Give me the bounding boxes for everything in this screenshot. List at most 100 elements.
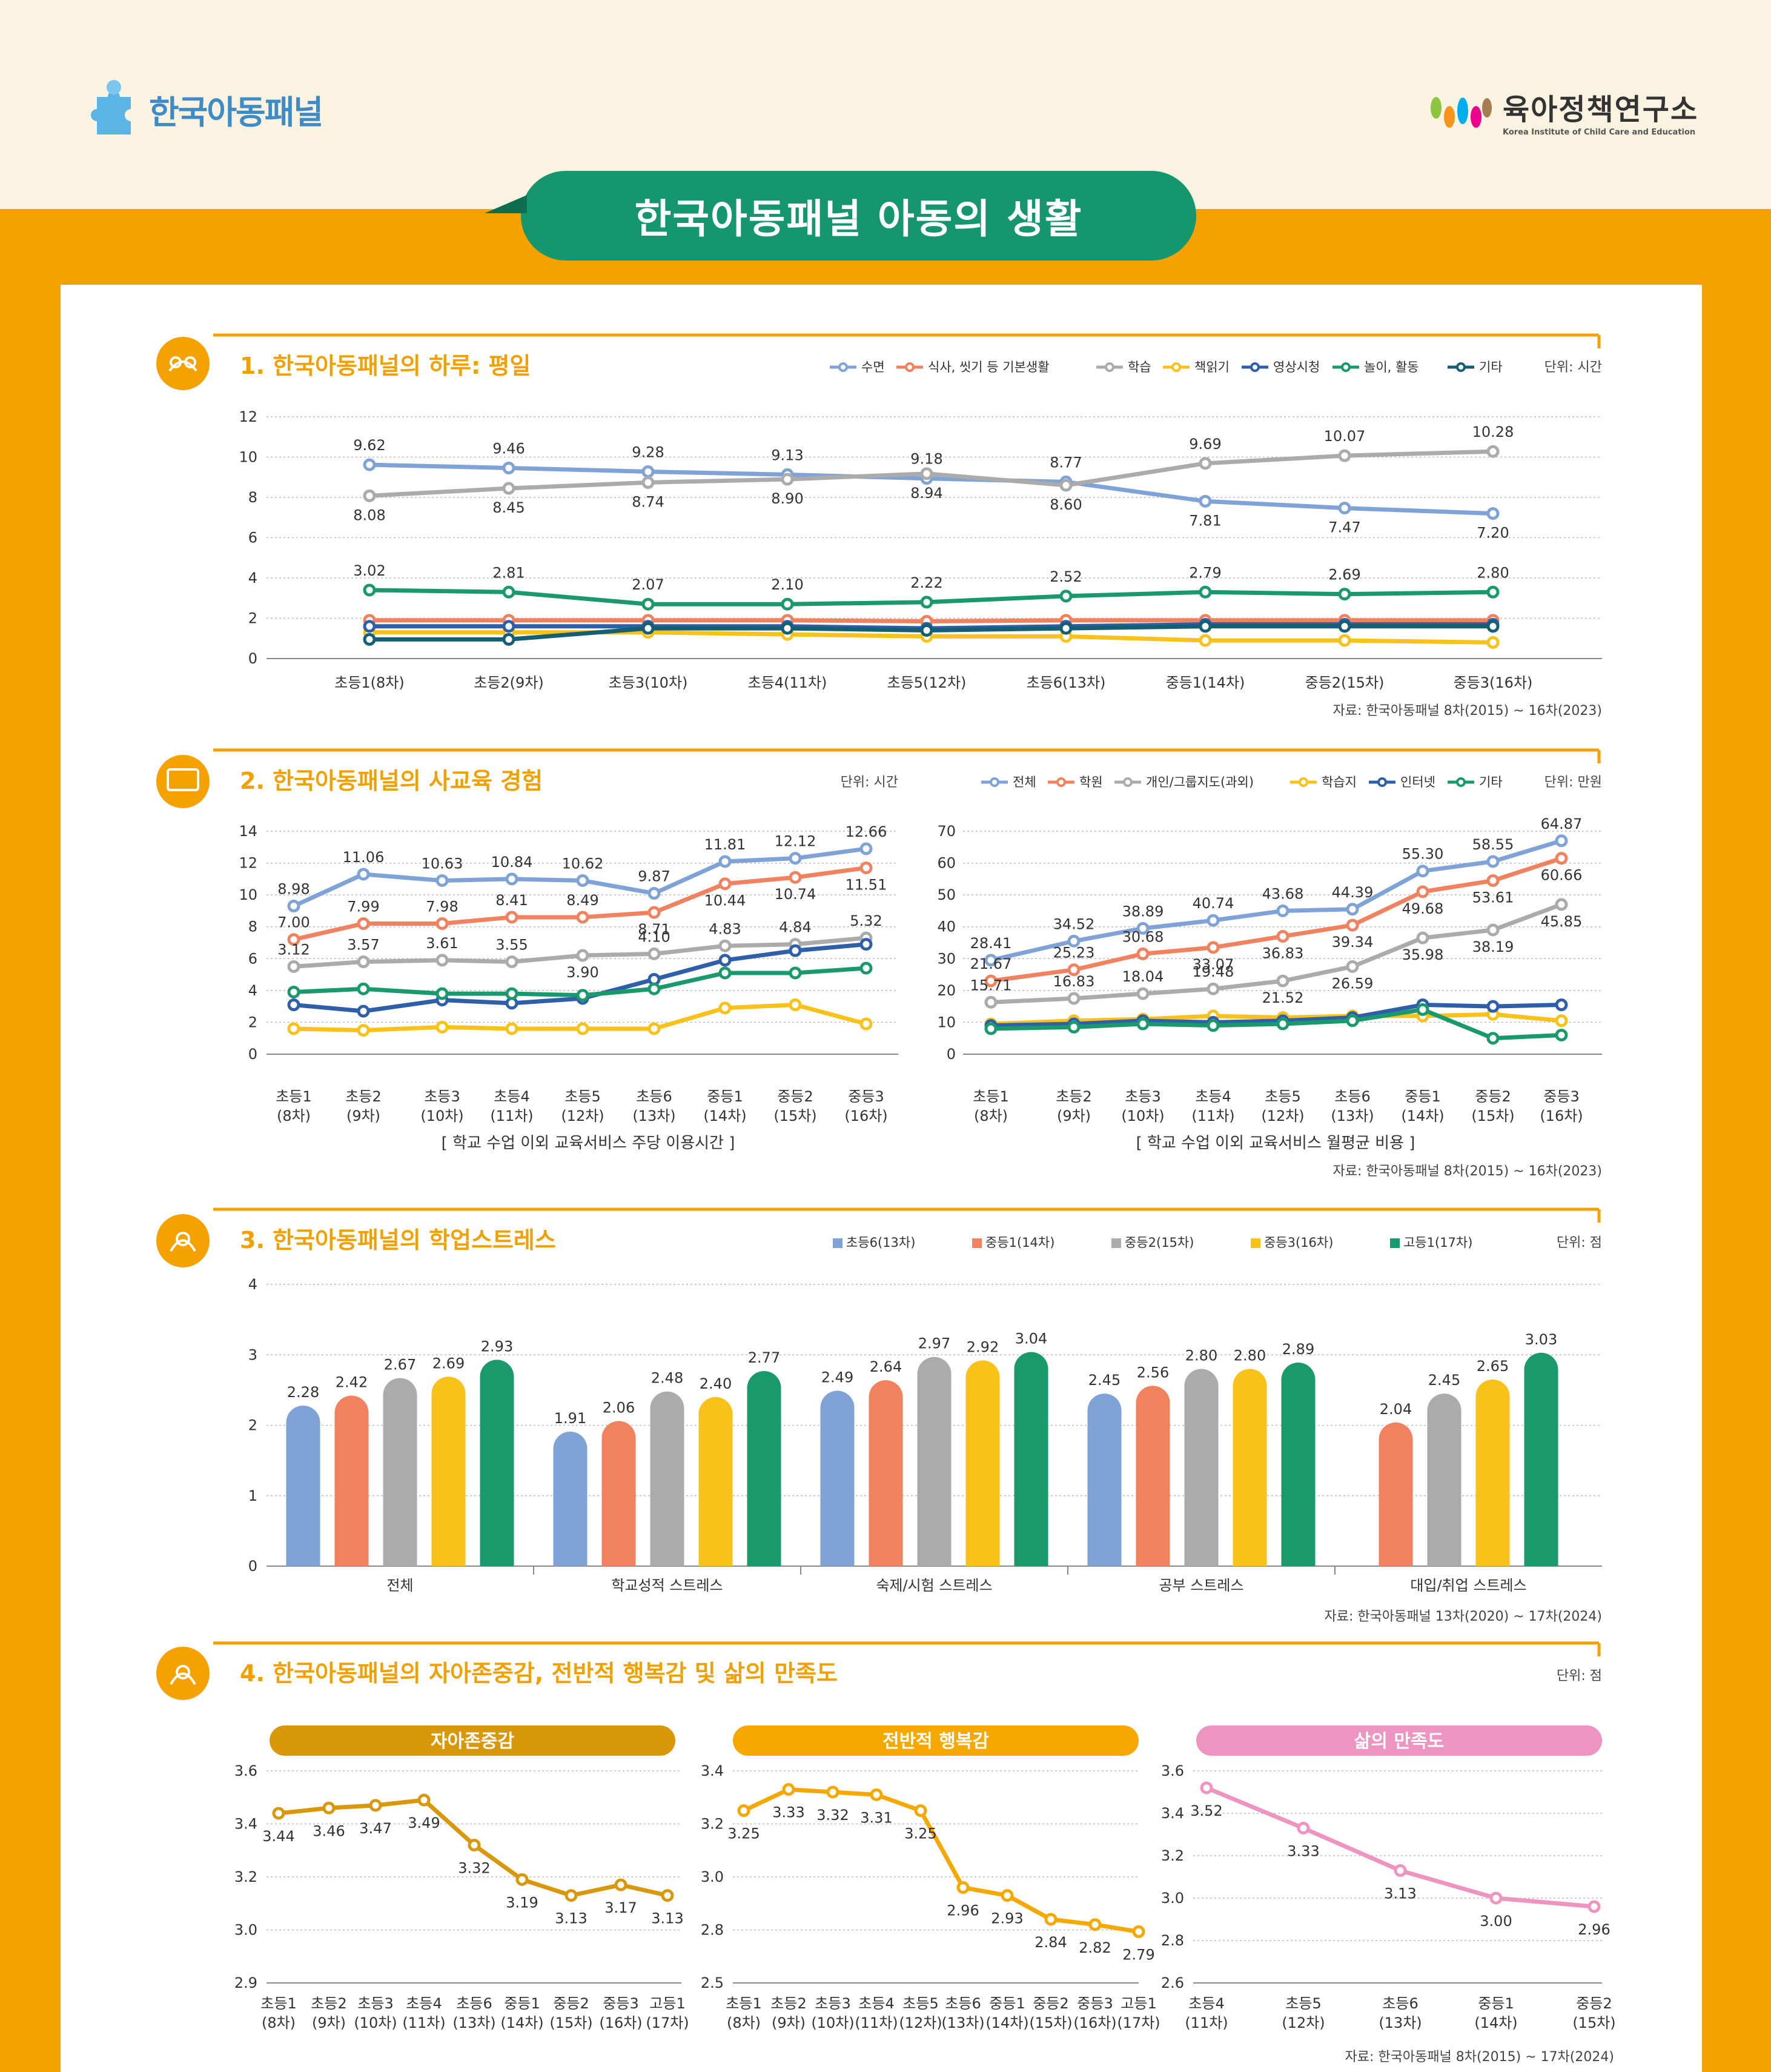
series-전체-point bbox=[1346, 903, 1359, 916]
y-tick-label: 4 bbox=[248, 569, 257, 586]
series-수면-point bbox=[502, 461, 515, 474]
series-전체-point bbox=[435, 874, 449, 887]
series-자아존중감-point bbox=[468, 1839, 481, 1851]
data-label: 3.02 bbox=[353, 562, 385, 579]
x-tick-label: (10차) bbox=[354, 2014, 397, 2031]
data-label: 10.63 bbox=[422, 855, 463, 872]
series-기타-point bbox=[505, 987, 518, 1000]
x-tick-label: 초등2 bbox=[311, 1995, 346, 2012]
x-tick-label: (13차) bbox=[1379, 2014, 1422, 2031]
y-tick-label: 10 bbox=[937, 1014, 956, 1031]
chart-daily-routine: 0 2 4 6 8 10 12 초등1(8차) 초등2(9차) 초등3(10차) 초등4(11차) 초… bbox=[239, 408, 1602, 691]
x-tick-label: 초등5 bbox=[1285, 1995, 1321, 2012]
data-label: 53.61 bbox=[1472, 889, 1514, 906]
x-tick-label: (10차) bbox=[1121, 1107, 1164, 1124]
data-label: 2.92 bbox=[967, 1339, 999, 1356]
series-기타-point bbox=[1346, 1014, 1359, 1028]
section-1-title: 1. 한국아동패널의 하루: 평일 bbox=[240, 353, 531, 379]
data-label: 44.39 bbox=[1332, 884, 1374, 901]
bar bbox=[1136, 1386, 1170, 1566]
bar bbox=[286, 1405, 320, 1566]
bar bbox=[917, 1356, 952, 1566]
data-label: 12.66 bbox=[846, 823, 887, 840]
x-tick-label: 전체 bbox=[386, 1577, 413, 1594]
legend-swatch bbox=[1390, 1238, 1400, 1248]
series-전체-point bbox=[1486, 855, 1500, 868]
data-label: 58.55 bbox=[1472, 836, 1514, 853]
legend-label: 기타 bbox=[1479, 360, 1503, 374]
series-삶의 만족도-point bbox=[1200, 1781, 1213, 1795]
data-label: 2.80 bbox=[1185, 1347, 1217, 1364]
data-label: 12.12 bbox=[775, 833, 816, 850]
legend-label: 중등2(15차) bbox=[1125, 1235, 1194, 1250]
y-tick-label: 70 bbox=[937, 823, 956, 840]
daily-icon bbox=[156, 337, 210, 390]
data-label: 2.89 bbox=[1282, 1341, 1314, 1358]
section-3-header: 3. 한국아동패널의 학업스트레스 초등6(13차) 중등1(14차) 중등2(15… bbox=[156, 1207, 1602, 1267]
y-tick-label: 3.4 bbox=[234, 1816, 257, 1833]
subchart-title-pill bbox=[270, 1725, 675, 1756]
legend-swatch bbox=[833, 1238, 842, 1248]
data-label: 8.60 bbox=[1050, 496, 1082, 513]
y-tick-label: 3.0 bbox=[1161, 1890, 1184, 1907]
x-tick-label: 중등1 bbox=[1405, 1088, 1440, 1105]
section-1-source: 자료: 한국아동패널 8차(2015) ~ 16차(2023) bbox=[1332, 703, 1602, 719]
x-tick-label: (9차) bbox=[1057, 1107, 1091, 1124]
section-1-header: 1. 한국아동패널의 하루: 평일 수면 식사, 씻기 등 기본생활 학습 책읽기 영상… bbox=[156, 333, 1602, 390]
data-label: 2.48 bbox=[651, 1370, 683, 1387]
x-tick-label: 중등3(16차) bbox=[1454, 674, 1533, 691]
x-tick-label: 중등2 bbox=[553, 1995, 589, 2012]
series-인터넷-point bbox=[859, 938, 873, 951]
chart-academic-stress: 0 1 2 3 4 2.28 2.42 2.67 2.69 2.93 전체 1.91 2.06 2.48 2… bbox=[248, 1276, 1602, 1594]
data-label: 8.90 bbox=[771, 490, 803, 507]
section-4-unit: 단위: 점 bbox=[1557, 1669, 1602, 1684]
legend-item: 학습지 bbox=[1290, 775, 1357, 789]
x-tick-label: 초등6(13차) bbox=[1027, 674, 1106, 691]
section-2-title: 2. 한국아동패널의 사교육 경험 bbox=[240, 768, 543, 794]
series-수면-point bbox=[363, 458, 376, 471]
data-label: 18.04 bbox=[1122, 968, 1164, 985]
series-놀이, 활동-point bbox=[641, 597, 655, 611]
section-3-source: 자료: 한국아동패널 13차(2020) ~ 17차(2024) bbox=[1324, 1609, 1602, 1624]
series-전반적 행복감-line bbox=[743, 1787, 1139, 1934]
data-label: 2.81 bbox=[492, 564, 525, 581]
series-기타-point bbox=[647, 982, 661, 995]
x-tick-label: (13차) bbox=[941, 2014, 984, 2031]
y-tick-label: 3.6 bbox=[1161, 1762, 1184, 1779]
x-tick-label: 초등1 bbox=[276, 1088, 311, 1105]
chart-education-hours: 0 2 4 6 8 10 12 14 초등1 (8차) 초등2 (9차) 초등3 (10차) 초등4 (11차… bbox=[239, 823, 898, 1124]
series-전반적 행복감-point bbox=[826, 1785, 839, 1799]
series-기타-point bbox=[718, 966, 732, 980]
x-tick-label: (16차) bbox=[844, 1107, 887, 1124]
series-학습지-point bbox=[647, 1022, 661, 1035]
y-tick-label: 3.2 bbox=[234, 1868, 257, 1885]
x-tick-label: (12차) bbox=[561, 1107, 604, 1124]
x-tick-label: (11차) bbox=[1185, 2014, 1228, 2031]
bar bbox=[869, 1380, 903, 1566]
y-tick-label: 0 bbox=[947, 1046, 956, 1063]
legend-label: 수면 bbox=[861, 360, 885, 374]
data-label: 3.47 bbox=[359, 1820, 391, 1837]
x-tick-label: 초등5 bbox=[902, 1995, 938, 2012]
y-tick-label: 2.9 bbox=[234, 1974, 257, 1991]
series-인터넷-point bbox=[287, 998, 300, 1012]
section-1-unit: 단위: 시간 bbox=[1544, 360, 1602, 375]
logo-left-text: 한국아동패널 bbox=[149, 93, 323, 131]
subchart-title: 자아존중감 bbox=[431, 1731, 514, 1752]
series-놀이, 활동-point bbox=[1199, 585, 1212, 599]
series-전반적 행복감-point bbox=[1044, 1913, 1058, 1926]
x-tick-label: 초등4 bbox=[1188, 1995, 1224, 2012]
data-label: 8.77 bbox=[1050, 454, 1082, 471]
data-label: 8.08 bbox=[353, 506, 385, 523]
series-개인/그룹지도(과외)-point bbox=[576, 949, 589, 962]
logo-panel: 한국아동패널 bbox=[85, 79, 323, 139]
x-tick-label: (9차) bbox=[346, 1107, 380, 1124]
x-tick-label: (15차) bbox=[1572, 2014, 1615, 2031]
data-label: 3.32 bbox=[816, 1807, 849, 1824]
legend-swatch bbox=[1251, 1238, 1260, 1248]
series-학원-point bbox=[859, 861, 873, 874]
data-label: 9.62 bbox=[353, 437, 385, 454]
series-전반적 행복감-point bbox=[870, 1788, 883, 1801]
legend-label: 기타 bbox=[1479, 775, 1503, 789]
y-tick-label: 20 bbox=[937, 982, 956, 999]
